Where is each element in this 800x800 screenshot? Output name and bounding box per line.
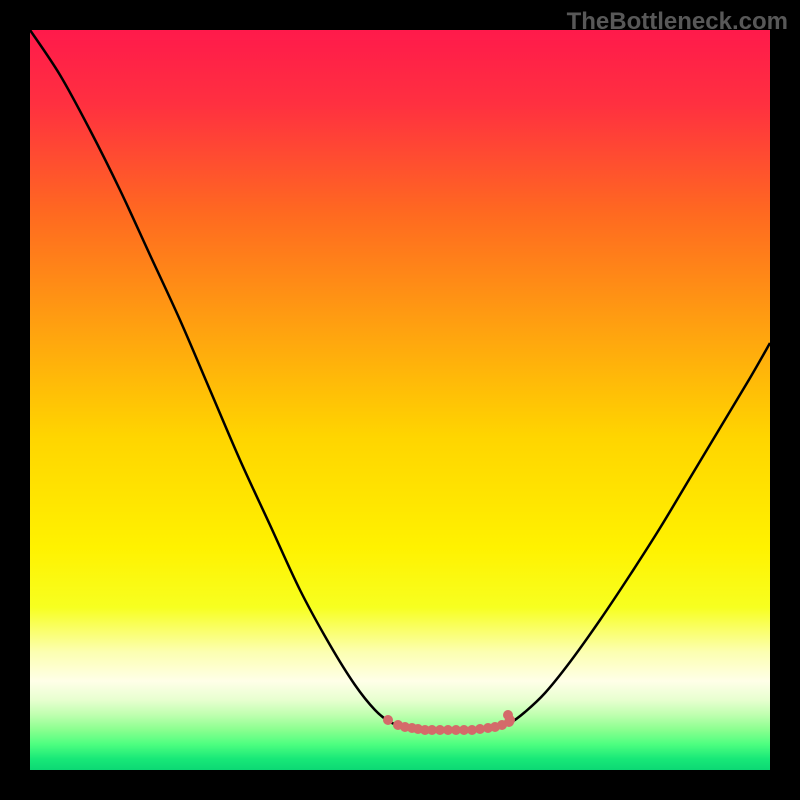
optimal-marker	[505, 715, 515, 725]
optimal-marker	[383, 715, 393, 725]
plot-background	[30, 30, 770, 770]
watermark-text: TheBottleneck.com	[567, 8, 788, 36]
bottleneck-chart	[0, 0, 800, 800]
